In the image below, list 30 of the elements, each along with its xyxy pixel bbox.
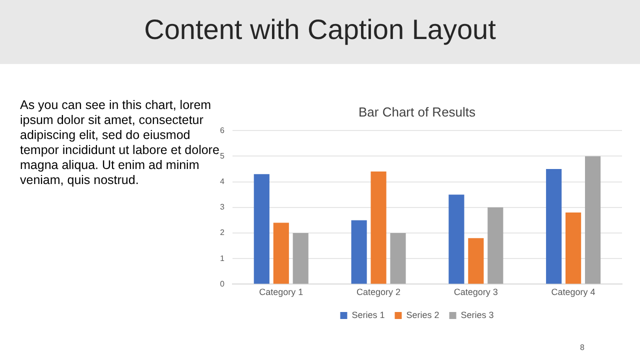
bar bbox=[390, 233, 406, 284]
text: 8 bbox=[580, 343, 584, 352]
bar bbox=[584, 156, 601, 284]
x-tick-label: Category 4 bbox=[551, 287, 596, 298]
y-tick-label: 5 bbox=[220, 151, 225, 160]
y-tick-label: 1 bbox=[220, 254, 225, 263]
x-tick-label: Category 3 bbox=[454, 287, 498, 298]
legend-label: Series 3 bbox=[460, 310, 494, 320]
bar bbox=[448, 194, 464, 284]
legend-label: Series 2 bbox=[406, 310, 440, 320]
y-tick-label: 6 bbox=[220, 126, 225, 135]
bar bbox=[273, 222, 289, 284]
bar bbox=[488, 207, 504, 284]
chart-title: Bar Chart of Results bbox=[358, 104, 476, 120]
y-tick-label: 2 bbox=[220, 228, 225, 238]
x-tick-label: Category 1 bbox=[259, 287, 304, 298]
bar bbox=[254, 174, 270, 284]
legend-label: Series 1 bbox=[352, 310, 385, 320]
bar bbox=[468, 238, 484, 284]
bar bbox=[546, 169, 562, 284]
bar bbox=[566, 212, 582, 284]
y-tick-label: 0 bbox=[220, 279, 225, 288]
y-tick-label: 3 bbox=[220, 202, 225, 212]
x-tick-label: Category 2 bbox=[356, 287, 401, 298]
text: Content with Caption Layout bbox=[143, 14, 497, 46]
bar bbox=[370, 172, 386, 284]
text: As you can see in this chart, lorem ipsum dolor sit amet, consectetur adipiscing elit, sed do eiusmod tempor incididunt ut labore et dolore magna aliqua. Ut enim ad minim veniam, quis nostrud. bbox=[20, 98, 220, 188]
y-tick-label: 4 bbox=[220, 177, 225, 186]
bar bbox=[292, 233, 308, 284]
bar bbox=[351, 220, 367, 284]
